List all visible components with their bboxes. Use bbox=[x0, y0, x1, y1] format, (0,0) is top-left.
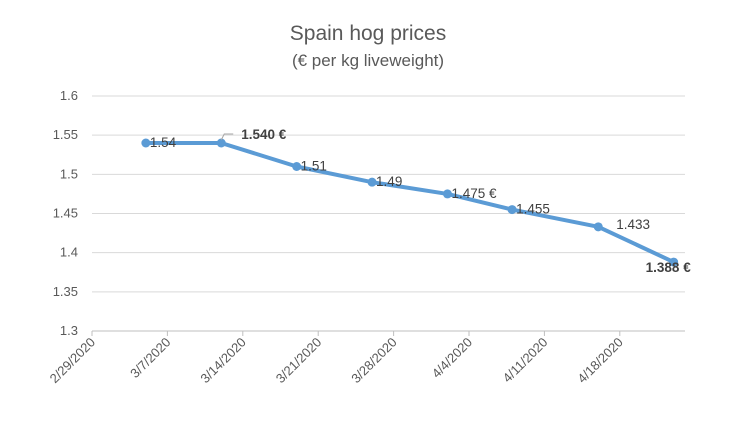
data-point bbox=[669, 257, 679, 267]
series-line bbox=[145, 141, 675, 264]
data-point bbox=[442, 189, 452, 199]
y-tick-label: 1.5 bbox=[60, 166, 78, 181]
x-tick-label: 4/18/2020 bbox=[574, 335, 626, 387]
data-point bbox=[141, 138, 151, 148]
data-point bbox=[216, 138, 226, 148]
data-label: 1.433 bbox=[616, 217, 650, 232]
x-tick-label: 2/29/2020 bbox=[47, 335, 99, 387]
data-label: 1.455 bbox=[516, 202, 550, 217]
y-tick-label: 1.35 bbox=[53, 284, 78, 299]
data-point bbox=[507, 205, 517, 215]
x-tick-label: 3/7/2020 bbox=[127, 335, 173, 381]
data-label: 1.540 € bbox=[241, 127, 287, 142]
x-tick-label: 3/28/2020 bbox=[348, 335, 400, 387]
x-tick-label: 3/21/2020 bbox=[273, 335, 325, 387]
data-label: 1.51 bbox=[301, 159, 327, 174]
y-tick-label: 1.55 bbox=[53, 127, 78, 142]
x-tick-label: 3/14/2020 bbox=[197, 335, 249, 387]
leader-line bbox=[220, 133, 234, 141]
data-point bbox=[367, 177, 377, 187]
chart-subtitle: (€ per kg liveweight) bbox=[292, 51, 444, 70]
y-tick-label: 1.45 bbox=[53, 206, 78, 221]
data-point bbox=[292, 162, 302, 171]
x-tick-label: 4/11/2020 bbox=[500, 335, 551, 386]
x-tick-label: 4/4/2020 bbox=[429, 335, 475, 381]
data-label: 1.49 bbox=[376, 174, 402, 189]
data-label: 1.475 € bbox=[451, 186, 497, 201]
y-tick-label: 1.3 bbox=[60, 323, 78, 338]
data-point bbox=[593, 222, 603, 232]
y-tick-label: 1.4 bbox=[60, 245, 78, 260]
chart-title: Spain hog prices bbox=[290, 22, 446, 45]
data-label: 1.54 bbox=[150, 135, 177, 150]
data-label: 1.388 € bbox=[646, 260, 692, 275]
y-tick-label: 1.6 bbox=[60, 88, 78, 103]
